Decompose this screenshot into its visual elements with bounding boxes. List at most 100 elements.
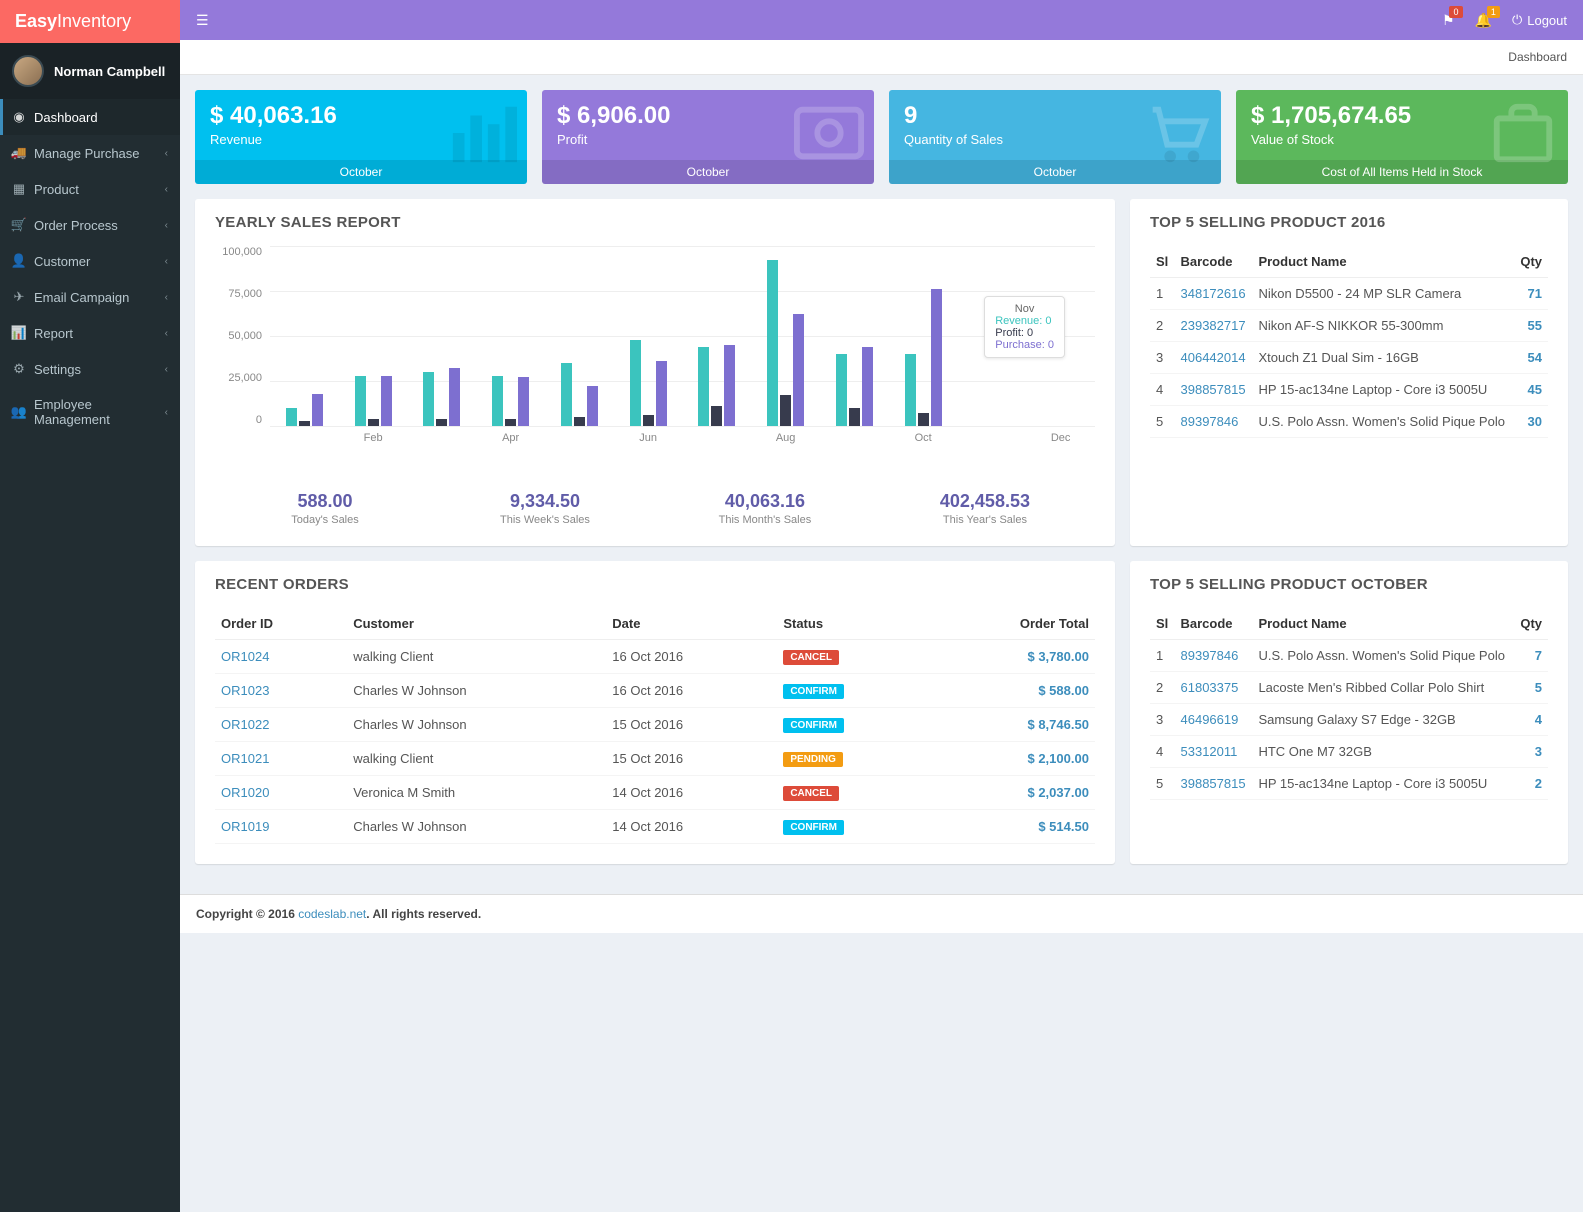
summary-item: 588.00Today's Sales [215, 491, 435, 526]
sidebar-item-report[interactable]: 📊Report‹ [0, 315, 180, 351]
notifications-bell-button[interactable]: 🔔 1 [1475, 12, 1492, 29]
summary-item: 40,063.16This Month's Sales [655, 491, 875, 526]
cell-date: 15 Oct 2016 [606, 708, 777, 742]
cell-barcode[interactable]: 348172616 [1175, 278, 1253, 310]
notifications-flag-button[interactable]: ⚑ 0 [1442, 12, 1455, 29]
sidebar-item-manage-purchase[interactable]: 🚚Manage Purchase‹ [0, 135, 180, 171]
month-label: Jun [614, 432, 683, 444]
sidebar-item-email-campaign[interactable]: ✈Email Campaign‹ [0, 279, 180, 315]
bar [793, 314, 804, 426]
cell-customer: walking Client [347, 640, 606, 674]
cell-order-id[interactable]: OR1024 [215, 640, 347, 674]
month-group: Aug [751, 246, 820, 426]
user-name: Norman Campbell [54, 64, 165, 79]
sidebar-item-settings[interactable]: ⚙Settings‹ [0, 351, 180, 387]
sidebar-item-order-process[interactable]: 🛒Order Process‹ [0, 207, 180, 243]
cell-barcode[interactable]: 398857815 [1175, 768, 1253, 800]
table-row: 4 398857815 HP 15-ac134ne Laptop - Core … [1150, 374, 1548, 406]
month-group [408, 246, 477, 426]
stat-value: $ 1,705,674.65 [1251, 102, 1553, 130]
month-group: Feb [339, 246, 408, 426]
cell-total: $ 2,100.00 [927, 742, 1095, 776]
logout-button[interactable]: ⏻ Logout [1512, 12, 1567, 28]
cell-order-id[interactable]: OR1023 [215, 674, 347, 708]
footer-link[interactable]: codeslab.net [298, 907, 366, 921]
tooltip-title: Nov [995, 303, 1054, 315]
logo[interactable]: EasyInventory [0, 0, 180, 43]
sidebar-menu: ◉Dashboard🚚Manage Purchase‹▦Product‹🛒Ord… [0, 99, 180, 437]
cell-name: Nikon AF-S NIKKOR 55-300mm [1252, 310, 1513, 342]
cell-barcode[interactable]: 53312011 [1175, 736, 1253, 768]
month-group [683, 246, 752, 426]
col-sl: Sl [1150, 608, 1175, 640]
bar [630, 340, 641, 426]
cell-sl: 2 [1150, 672, 1175, 704]
tooltip-line: Profit: 0 [995, 327, 1054, 339]
cell-barcode[interactable]: 406442014 [1175, 342, 1253, 374]
bar [299, 421, 310, 426]
month-label: Dec [1026, 432, 1095, 444]
table-row: OR1020 Veronica M Smith 14 Oct 2016 CANC… [215, 776, 1095, 810]
stats-icon: 📊 [12, 325, 26, 341]
sidebar-item-employee-management[interactable]: 👥Employee Management‹ [0, 387, 180, 437]
cell-barcode[interactable]: 398857815 [1175, 374, 1253, 406]
chevron-left-icon: ‹ [165, 220, 168, 231]
bar [312, 394, 323, 426]
sidebar-item-dashboard[interactable]: ◉Dashboard [0, 99, 180, 135]
bar [724, 345, 735, 426]
bar [449, 368, 460, 426]
sidebar-item-product[interactable]: ▦Product‹ [0, 171, 180, 207]
table-row: 3 46496619 Samsung Galaxy S7 Edge - 32GB… [1150, 704, 1548, 736]
cell-qty: 55 [1514, 310, 1548, 342]
menu-toggle-icon[interactable]: ☰ [196, 12, 209, 29]
cell-barcode[interactable]: 89397846 [1175, 406, 1253, 438]
cell-order-id[interactable]: OR1020 [215, 776, 347, 810]
stat-box[interactable]: $ 1,705,674.65 Value of Stock Cost of Al… [1236, 90, 1568, 184]
bar [423, 372, 434, 426]
bar [656, 361, 667, 426]
cell-barcode[interactable]: 239382717 [1175, 310, 1253, 342]
top5-month-table: Sl Barcode Product Name Qty 1 89397846 U… [1150, 608, 1548, 800]
user-icon: 👤 [12, 253, 26, 269]
sidebar-item-label: Product [34, 182, 79, 197]
cell-name: HTC One M7 32GB [1252, 736, 1513, 768]
cell-qty: 45 [1514, 374, 1548, 406]
bar [286, 408, 297, 426]
cell-status: CANCEL [777, 776, 927, 810]
cell-name: HP 15-ac134ne Laptop - Core i3 5005U [1252, 374, 1513, 406]
cell-sl: 2 [1150, 310, 1175, 342]
y-tick: 0 [215, 414, 262, 426]
cell-sl: 4 [1150, 736, 1175, 768]
month-label: Apr [476, 432, 545, 444]
cell-order-id[interactable]: OR1019 [215, 810, 347, 844]
table-row: 4 53312011 HTC One M7 32GB 3 [1150, 736, 1548, 768]
y-tick: 75,000 [215, 288, 262, 300]
cell-name: Nikon D5500 - 24 MP SLR Camera [1252, 278, 1513, 310]
stat-box[interactable]: 9 Quantity of Sales October [889, 90, 1221, 184]
cell-status: CONFIRM [777, 708, 927, 742]
y-tick: 100,000 [215, 246, 262, 258]
month-group: Jun [614, 246, 683, 426]
sidebar-item-label: Order Process [34, 218, 118, 233]
cell-order-id[interactable]: OR1021 [215, 742, 347, 776]
bell-badge: 1 [1487, 6, 1500, 18]
cell-barcode[interactable]: 61803375 [1175, 672, 1253, 704]
stat-box[interactable]: $ 40,063.16 Revenue October [195, 90, 527, 184]
user-panel[interactable]: Norman Campbell [0, 43, 180, 99]
bar [918, 413, 929, 426]
col-barcode: Barcode [1175, 608, 1253, 640]
chevron-left-icon: ‹ [165, 256, 168, 267]
cell-sl: 1 [1150, 640, 1175, 672]
stat-box[interactable]: $ 6,906.00 Profit October [542, 90, 874, 184]
stat-row: $ 40,063.16 Revenue October $ 6,906.00 P… [195, 90, 1568, 184]
table-row: 1 89397846 U.S. Polo Assn. Women's Solid… [1150, 640, 1548, 672]
sales-summary: 588.00Today's Sales9,334.50This Week's S… [215, 476, 1095, 526]
cell-sl: 4 [1150, 374, 1175, 406]
cell-barcode[interactable]: 46496619 [1175, 704, 1253, 736]
tooltip-line: Purchase: 0 [995, 339, 1054, 351]
sidebar-item-label: Email Campaign [34, 290, 129, 305]
cell-name: HP 15-ac134ne Laptop - Core i3 5005U [1252, 768, 1513, 800]
cell-order-id[interactable]: OR1022 [215, 708, 347, 742]
sidebar-item-customer[interactable]: 👤Customer‹ [0, 243, 180, 279]
cell-barcode[interactable]: 89397846 [1175, 640, 1253, 672]
